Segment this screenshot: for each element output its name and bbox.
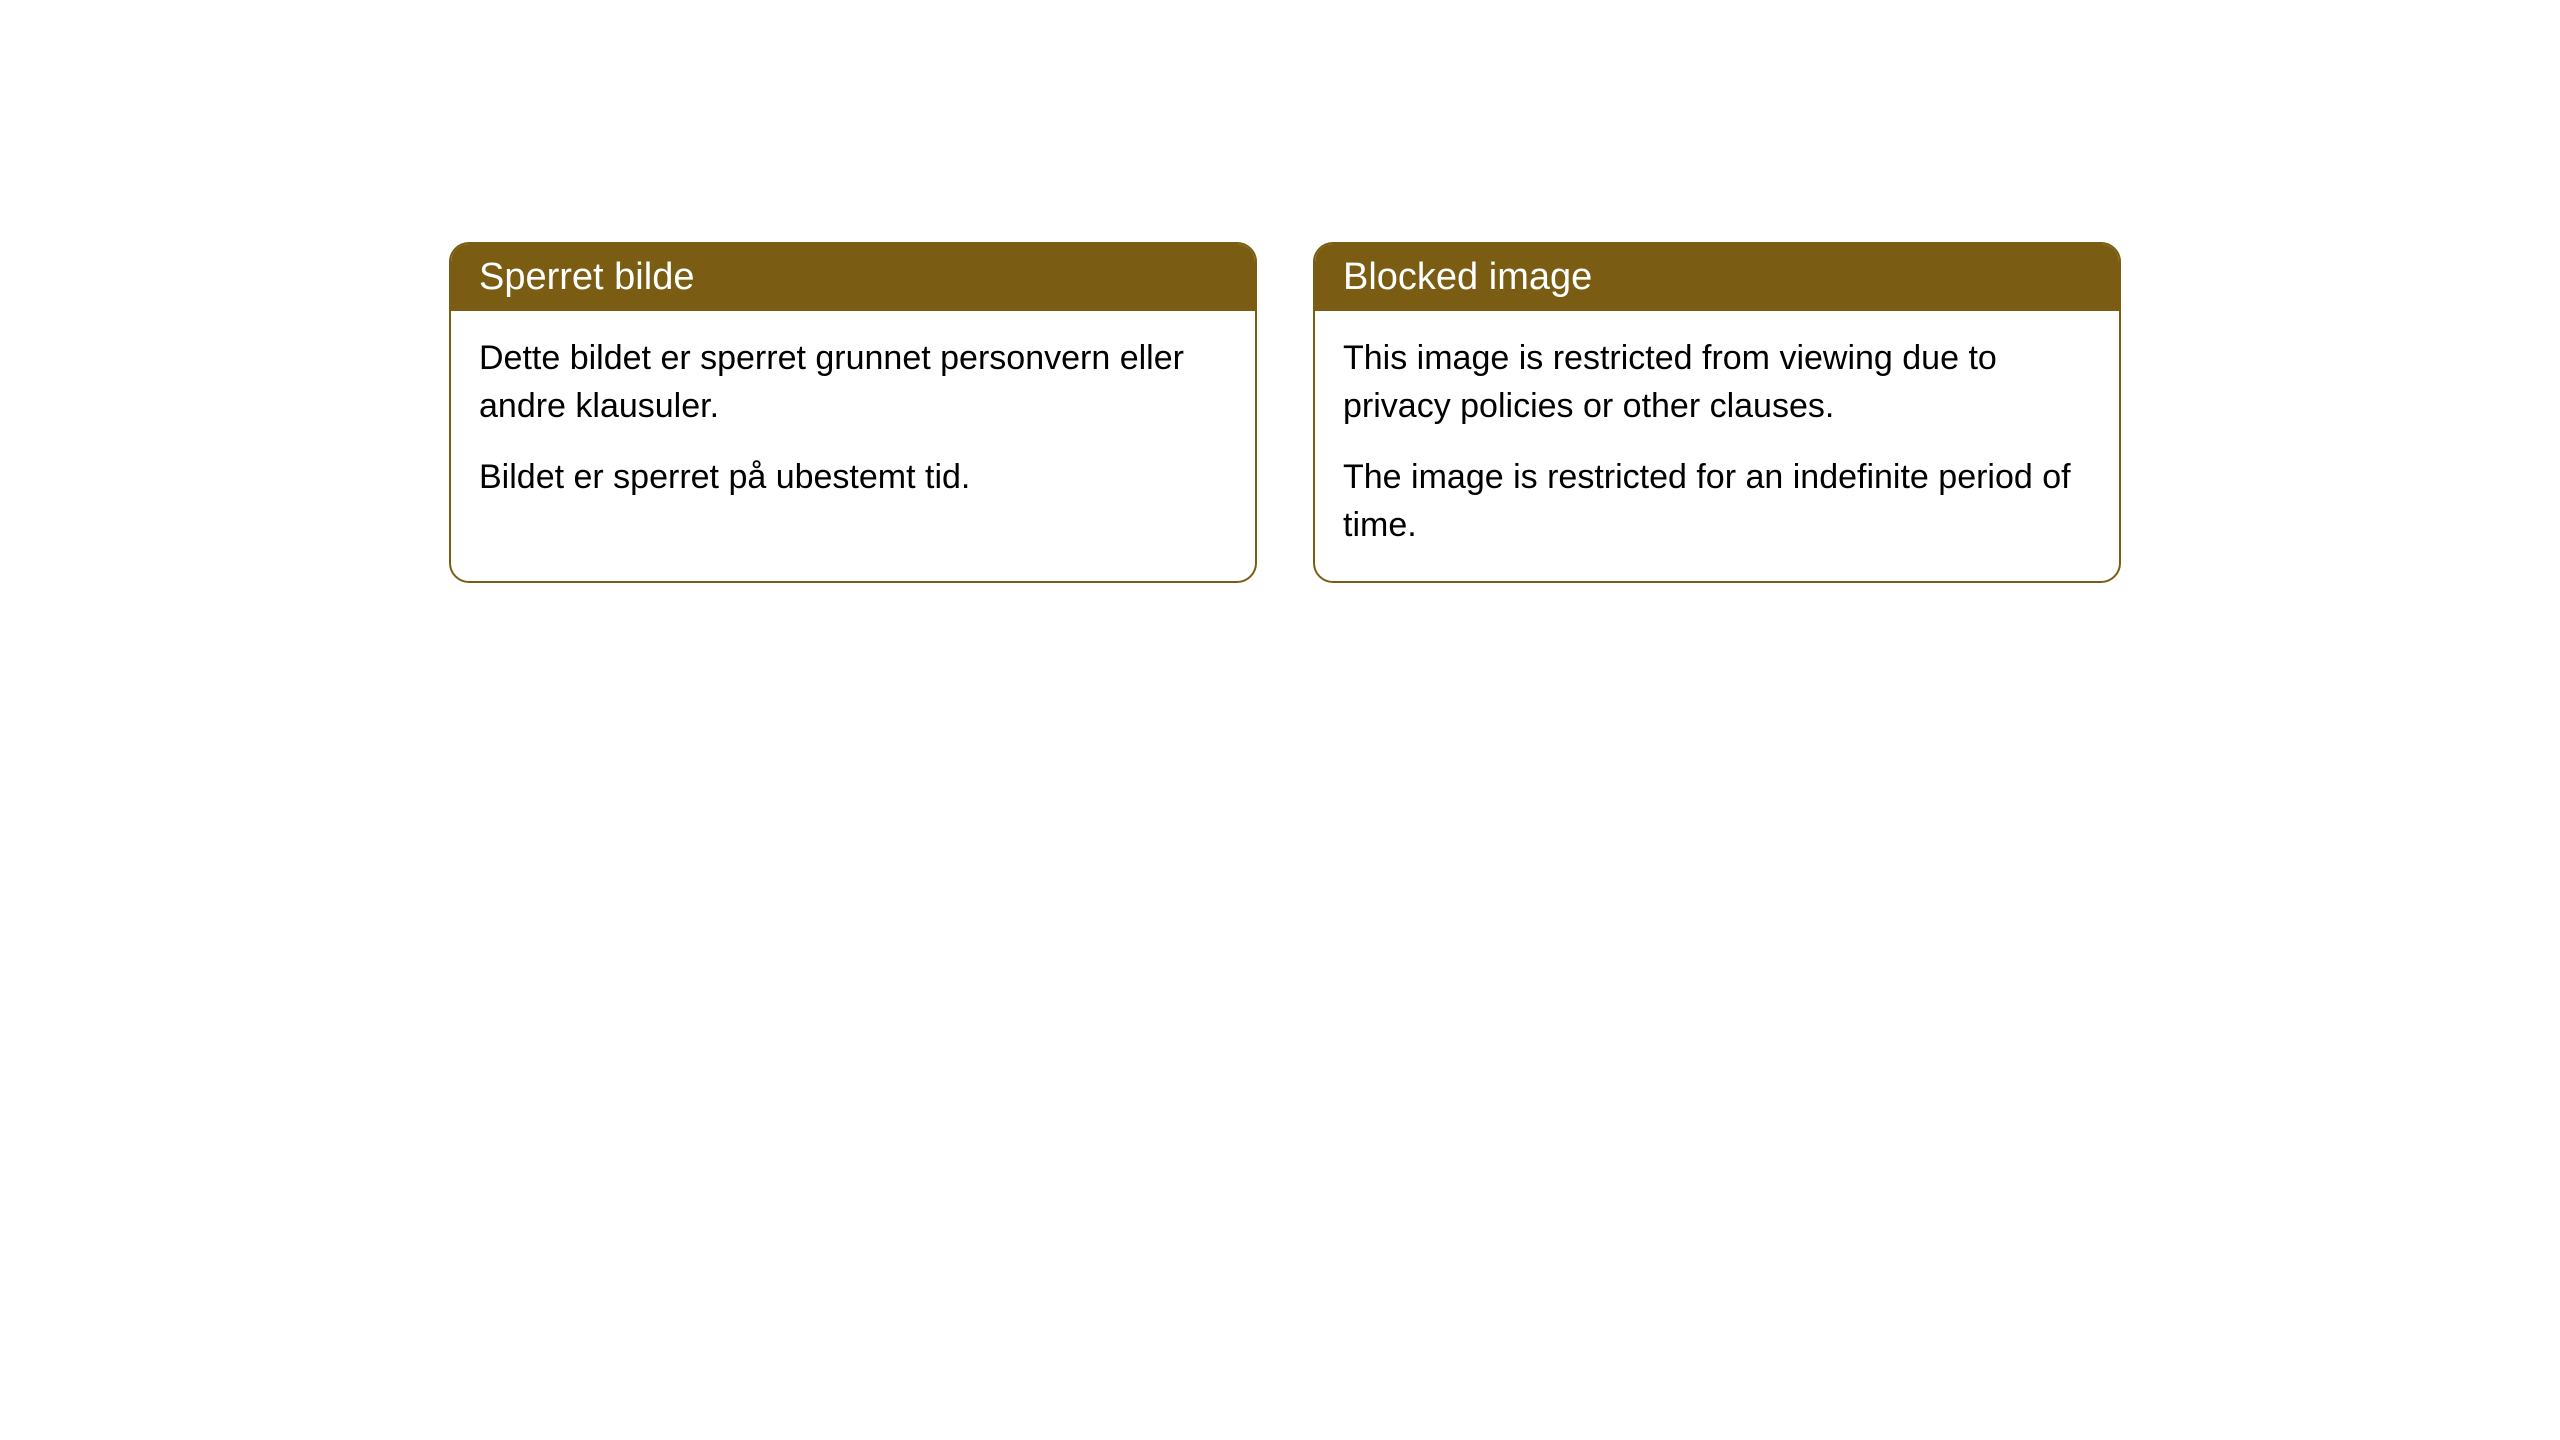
notice-card-norwegian: Sperret bilde Dette bildet er sperret gr… <box>449 242 1257 583</box>
notice-card-english: Blocked image This image is restricted f… <box>1313 242 2121 583</box>
card-body-english: This image is restricted from viewing du… <box>1315 311 2119 581</box>
card-paragraph-1: This image is restricted from viewing du… <box>1343 335 2091 430</box>
card-paragraph-2: The image is restricted for an indefinit… <box>1343 454 2091 549</box>
card-header-english: Blocked image <box>1315 244 2119 311</box>
card-paragraph-1: Dette bildet er sperret grunnet personve… <box>479 335 1227 430</box>
card-body-norwegian: Dette bildet er sperret grunnet personve… <box>451 311 1255 534</box>
card-title: Blocked image <box>1343 256 1592 298</box>
card-header-norwegian: Sperret bilde <box>451 244 1255 311</box>
card-paragraph-2: Bildet er sperret på ubestemt tid. <box>479 454 1227 502</box>
notice-cards-container: Sperret bilde Dette bildet er sperret gr… <box>449 242 2121 583</box>
card-title: Sperret bilde <box>479 256 694 298</box>
